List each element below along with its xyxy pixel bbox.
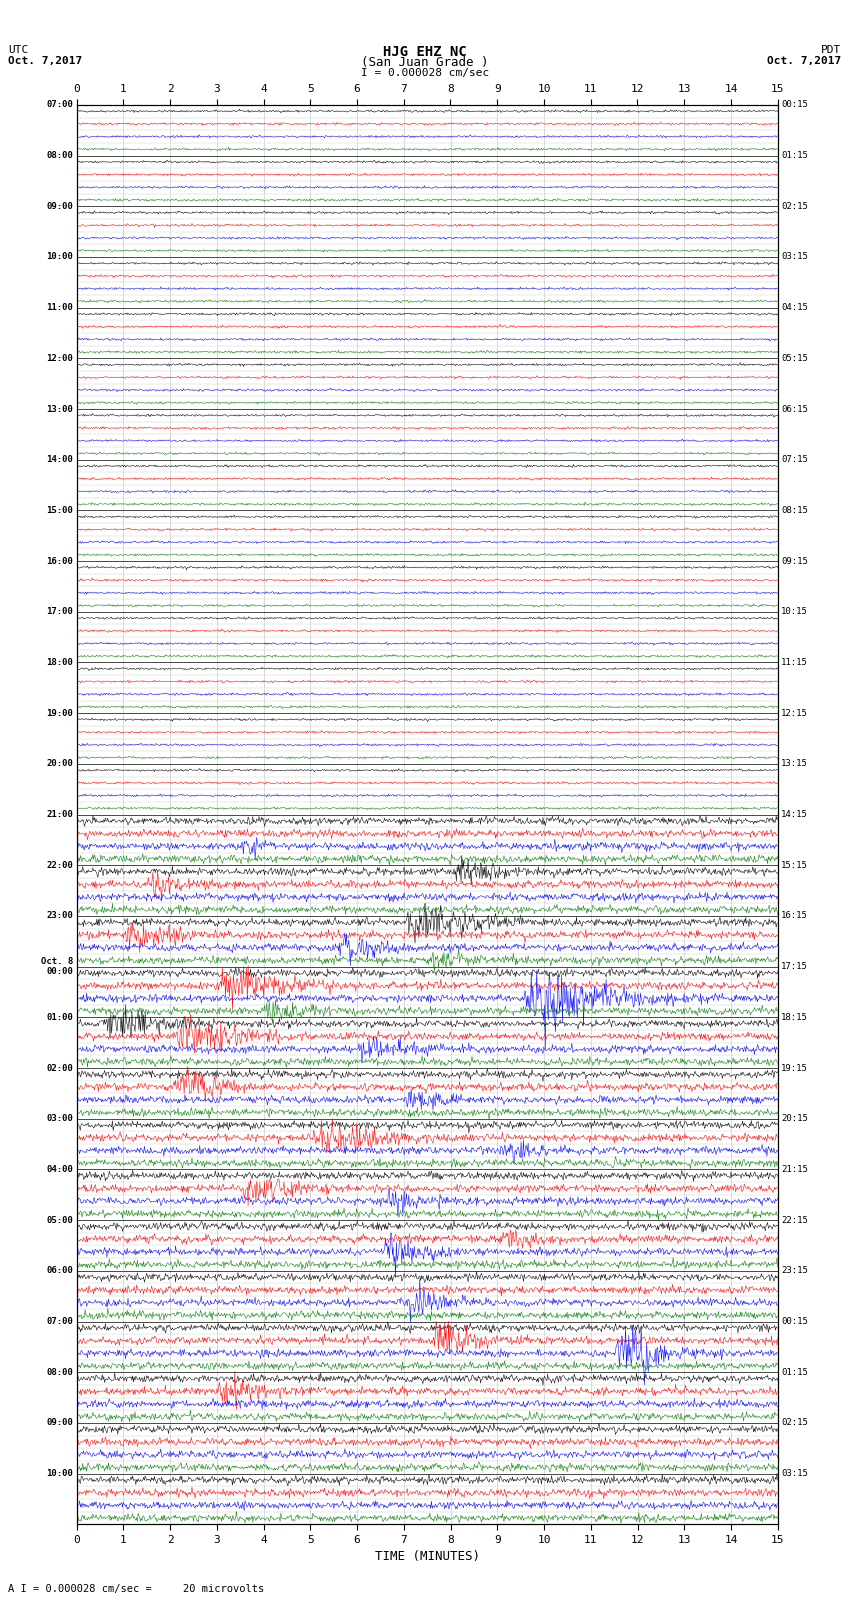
Text: 02:00: 02:00	[46, 1063, 73, 1073]
Text: 10:00: 10:00	[46, 252, 73, 261]
Text: Oct. 8
00:00: Oct. 8 00:00	[41, 957, 73, 976]
Text: 09:00: 09:00	[46, 1418, 73, 1428]
Text: 09:15: 09:15	[781, 556, 808, 566]
Text: 01:00: 01:00	[46, 1013, 73, 1023]
Text: 17:00: 17:00	[46, 606, 73, 616]
Text: 19:00: 19:00	[46, 708, 73, 718]
Text: 21:00: 21:00	[46, 810, 73, 819]
Text: 02:15: 02:15	[781, 202, 808, 211]
Text: 18:15: 18:15	[781, 1013, 808, 1023]
Text: 10:00: 10:00	[46, 1469, 73, 1478]
Text: 08:15: 08:15	[781, 506, 808, 515]
Text: 00:15: 00:15	[781, 100, 808, 110]
Text: 05:00: 05:00	[46, 1216, 73, 1224]
Text: 14:15: 14:15	[781, 810, 808, 819]
Text: 14:00: 14:00	[46, 455, 73, 465]
Text: 13:15: 13:15	[781, 760, 808, 768]
Text: 13:00: 13:00	[46, 405, 73, 413]
Text: HJG EHZ NC: HJG EHZ NC	[383, 45, 467, 60]
Text: 00:15: 00:15	[781, 1316, 808, 1326]
Text: 20:00: 20:00	[46, 760, 73, 768]
Text: A I = 0.000028 cm/sec =     20 microvolts: A I = 0.000028 cm/sec = 20 microvolts	[8, 1584, 264, 1594]
Text: Oct. 7,2017: Oct. 7,2017	[768, 56, 842, 66]
Text: 05:15: 05:15	[781, 353, 808, 363]
Text: 16:00: 16:00	[46, 556, 73, 566]
Text: 08:00: 08:00	[46, 1368, 73, 1378]
Text: 20:15: 20:15	[781, 1115, 808, 1123]
Text: 08:00: 08:00	[46, 152, 73, 160]
Text: PDT: PDT	[821, 45, 842, 55]
Text: 15:15: 15:15	[781, 861, 808, 869]
Text: 11:00: 11:00	[46, 303, 73, 313]
Text: 06:15: 06:15	[781, 405, 808, 413]
Text: 01:15: 01:15	[781, 1368, 808, 1378]
Text: 07:15: 07:15	[781, 455, 808, 465]
Text: 12:00: 12:00	[46, 353, 73, 363]
Text: 03:00: 03:00	[46, 1115, 73, 1123]
X-axis label: TIME (MINUTES): TIME (MINUTES)	[375, 1550, 479, 1563]
Text: 03:15: 03:15	[781, 1469, 808, 1478]
Text: 11:15: 11:15	[781, 658, 808, 668]
Text: (San Juan Grade ): (San Juan Grade )	[361, 56, 489, 69]
Text: 10:15: 10:15	[781, 606, 808, 616]
Text: 03:15: 03:15	[781, 252, 808, 261]
Text: 17:15: 17:15	[781, 961, 808, 971]
Text: I = 0.000028 cm/sec: I = 0.000028 cm/sec	[361, 68, 489, 77]
Text: 21:15: 21:15	[781, 1165, 808, 1174]
Text: 09:00: 09:00	[46, 202, 73, 211]
Text: 22:15: 22:15	[781, 1216, 808, 1224]
Text: 06:00: 06:00	[46, 1266, 73, 1276]
Text: 23:00: 23:00	[46, 911, 73, 921]
Text: 02:15: 02:15	[781, 1418, 808, 1428]
Text: Oct. 7,2017: Oct. 7,2017	[8, 56, 82, 66]
Text: 01:15: 01:15	[781, 152, 808, 160]
Text: UTC: UTC	[8, 45, 29, 55]
Text: 18:00: 18:00	[46, 658, 73, 668]
Text: 07:00: 07:00	[46, 1316, 73, 1326]
Text: 16:15: 16:15	[781, 911, 808, 921]
Text: 04:00: 04:00	[46, 1165, 73, 1174]
Text: 23:15: 23:15	[781, 1266, 808, 1276]
Text: 07:00: 07:00	[46, 100, 73, 110]
Text: 15:00: 15:00	[46, 506, 73, 515]
Text: 22:00: 22:00	[46, 861, 73, 869]
Text: 12:15: 12:15	[781, 708, 808, 718]
Text: 04:15: 04:15	[781, 303, 808, 313]
Text: 19:15: 19:15	[781, 1063, 808, 1073]
